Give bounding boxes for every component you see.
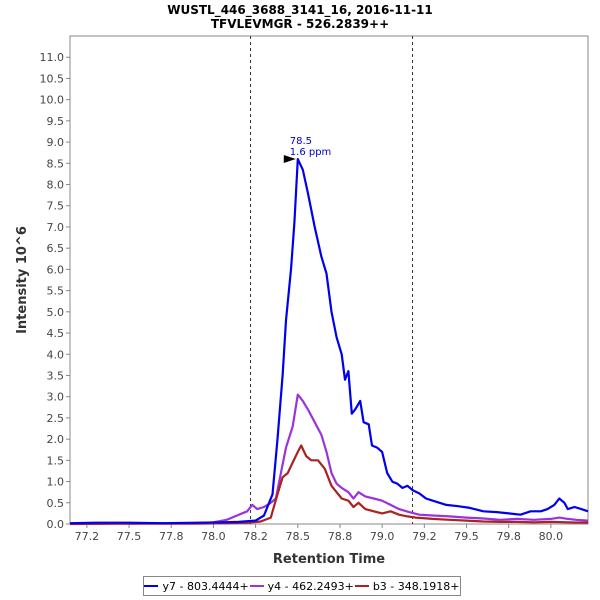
y-tick-label: 8.0: [47, 179, 65, 192]
y-tick-label: 8.5: [47, 157, 65, 170]
y-tick-label: 2.5: [47, 412, 65, 425]
series-lines: [69, 158, 589, 526]
x-tick-label: 80.0: [539, 530, 564, 543]
chart-title: WUSTL_446_3688_3141_16, 2016-11-11: [167, 3, 433, 18]
x-tick-label: 79.5: [454, 530, 479, 543]
y-tick-label: 2.0: [47, 433, 65, 446]
x-tick-label: 79.8: [496, 530, 521, 543]
x-tick-label: 78.5: [286, 530, 311, 543]
x-tick-label: 77.2: [75, 530, 100, 543]
y-tick-label: 3.0: [47, 391, 65, 404]
x-tick-label: 77.5: [117, 530, 142, 543]
x-tick-label: 79.0: [370, 530, 395, 543]
y-tick-label: 3.5: [47, 369, 65, 382]
peak-marker-arrow: [283, 155, 296, 164]
legend-swatch: [354, 585, 369, 587]
legend-item: b3 - 348.1918+: [354, 579, 460, 593]
x-axis: 77.2 77.5 77.8 78.0 78.2 78.5 78.8 79.0 79.2 79.5…: [75, 524, 564, 543]
series-line: [69, 444, 589, 526]
y-tick-label: 6.0: [47, 263, 65, 276]
y-tick-label: 5.0: [47, 306, 65, 319]
y-axis: 0.0 0.5 1.0 1.5 2.0 2.5 3.0 3.5 4.0 4.5 5.0 5.5 6.0 6…: [40, 51, 70, 531]
peak-annotation: 78.51.6 ppm: [283, 136, 332, 164]
y-tick-label: 9.0: [47, 136, 65, 149]
y-tick-label: 10.0: [40, 94, 65, 107]
y-tick-label: 11.0: [40, 51, 65, 64]
y-tick-label: 5.5: [47, 285, 65, 298]
y-tick-label: 10.5: [40, 72, 65, 85]
x-tick-label: 78.8: [328, 530, 353, 543]
y-tick-label: 4.0: [47, 348, 65, 361]
legend-item: y4 - 462.2493+: [249, 579, 354, 593]
y-tick-label: 1.5: [47, 454, 65, 467]
x-axis-title: Retention Time: [273, 552, 385, 567]
y-tick-label: 9.5: [47, 115, 65, 128]
y-tick-label: 7.0: [47, 221, 65, 234]
chart-subtitle: TFVLEVMGR - 526.2839++: [211, 17, 389, 31]
legend-swatch: [249, 585, 264, 587]
series-line: [69, 158, 589, 525]
y-tick-label: 1.0: [47, 476, 65, 489]
y-tick-label: 7.5: [47, 200, 65, 213]
peak-annotation-time: 78.5: [290, 136, 312, 147]
legend: y7 - 803.4444+ y4 - 462.2493+ b3 - 348.191…: [143, 576, 461, 596]
legend-label: y4 - 462.2493+: [267, 579, 354, 593]
y-tick-label: 0.5: [47, 497, 65, 510]
legend-label: b3 - 348.1918+: [372, 579, 460, 593]
x-tick-label: 78.2: [243, 530, 268, 543]
y-tick-label: 0.0: [47, 518, 65, 531]
legend-swatch: [144, 585, 159, 587]
y-tick-label: 6.5: [47, 242, 65, 255]
x-tick-label: 78.0: [201, 530, 226, 543]
peak-annotation-ppm: 1.6 ppm: [290, 147, 332, 158]
x-tick-label: 77.8: [159, 530, 184, 543]
x-tick-label: 79.2: [412, 530, 437, 543]
y-axis-title: Intensity 10^6: [15, 226, 30, 334]
series-line: [69, 393, 589, 525]
plot-area: [69, 35, 589, 525]
legend-label: y7 - 803.4444+: [162, 579, 249, 593]
legend-item: y7 - 803.4444+: [144, 579, 249, 593]
y-tick-label: 4.5: [47, 327, 65, 340]
